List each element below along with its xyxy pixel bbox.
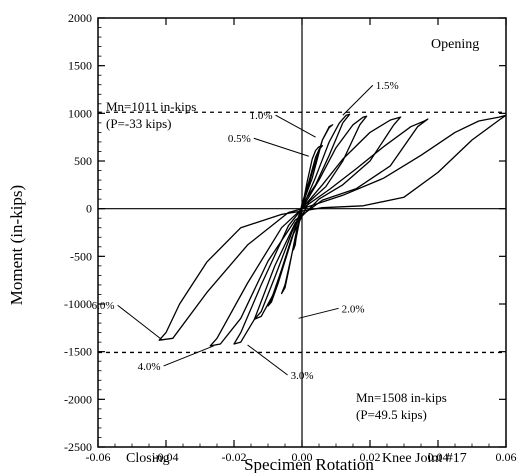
y-tick-label: 500	[74, 154, 92, 168]
y-tick-label: -2500	[64, 440, 92, 454]
y-tick-label: 1500	[68, 59, 92, 73]
y-tick-label: -500	[70, 249, 92, 263]
ref-label-top-2: (P=-33 kips)	[106, 116, 171, 131]
drift-leader	[298, 307, 339, 319]
drift-leader	[117, 304, 163, 341]
y-tick-label: -2000	[64, 392, 92, 406]
ref-label-top-1: Mn=1011 in-kips	[106, 99, 196, 114]
y-tick-label: 0	[86, 202, 92, 216]
reference-lines	[98, 111, 506, 354]
plot-area	[97, 17, 507, 448]
series-line-2	[280, 124, 334, 295]
y-tick-label: 2000	[68, 11, 92, 25]
series-line-6	[209, 118, 429, 347]
drift-label: 2.0%	[342, 303, 365, 315]
x-tick-label: -0.02	[222, 450, 247, 464]
drift-leader	[163, 345, 214, 367]
drift-leader	[247, 344, 288, 376]
series-line-7	[158, 114, 507, 341]
drift-label: 0.5%	[228, 133, 251, 145]
annotation-layer: 1.5% 1.0% 0.5% 2.0% 3.0% 4.0% 6.0%	[92, 80, 399, 382]
x-axis-title: Specimen Rotation	[244, 455, 374, 473]
y-tick-label: 1000	[68, 106, 92, 120]
label-closing: Closing	[126, 451, 170, 466]
label-opening: Opening	[431, 37, 479, 52]
series-line-4	[253, 115, 368, 320]
x-tick-label: 0.06	[496, 450, 517, 464]
x-tick-label: 0.00	[292, 450, 313, 464]
series-line-5	[233, 116, 402, 345]
ref-label-bottom-2: (P=49.5 kips)	[356, 407, 427, 422]
drift-label: 3.0%	[291, 370, 314, 382]
drift-label: 6.0%	[92, 300, 115, 312]
drift-label: 1.0%	[250, 110, 273, 122]
drift-leader	[253, 137, 309, 157]
drift-label: 4.0%	[138, 361, 161, 373]
series-layer	[158, 113, 507, 347]
tick-layer: 2000 1500 1000 500 0 -500 -1000 -1500 -2000 -2500…	[64, 11, 517, 464]
y-tick-label: -1000	[64, 297, 92, 311]
y-tick-label: -1500	[64, 345, 92, 359]
label-knee-joint: Knee Joint #17	[382, 451, 467, 466]
drift-leader	[275, 114, 316, 138]
ref-label-bottom-1: Mn=1508 in-kips	[356, 390, 447, 405]
drift-label: 1.5%	[376, 80, 399, 92]
x-tick-label: -0.06	[86, 450, 111, 464]
y-axis-title: Moment (in-kips)	[7, 185, 26, 305]
x-tick-label: 0.04	[428, 450, 449, 464]
drift-leader	[342, 84, 374, 116]
series-line-1	[292, 145, 324, 251]
x-tick-label: 0.02	[360, 450, 381, 464]
x-tick-label: -0.04	[154, 450, 179, 464]
